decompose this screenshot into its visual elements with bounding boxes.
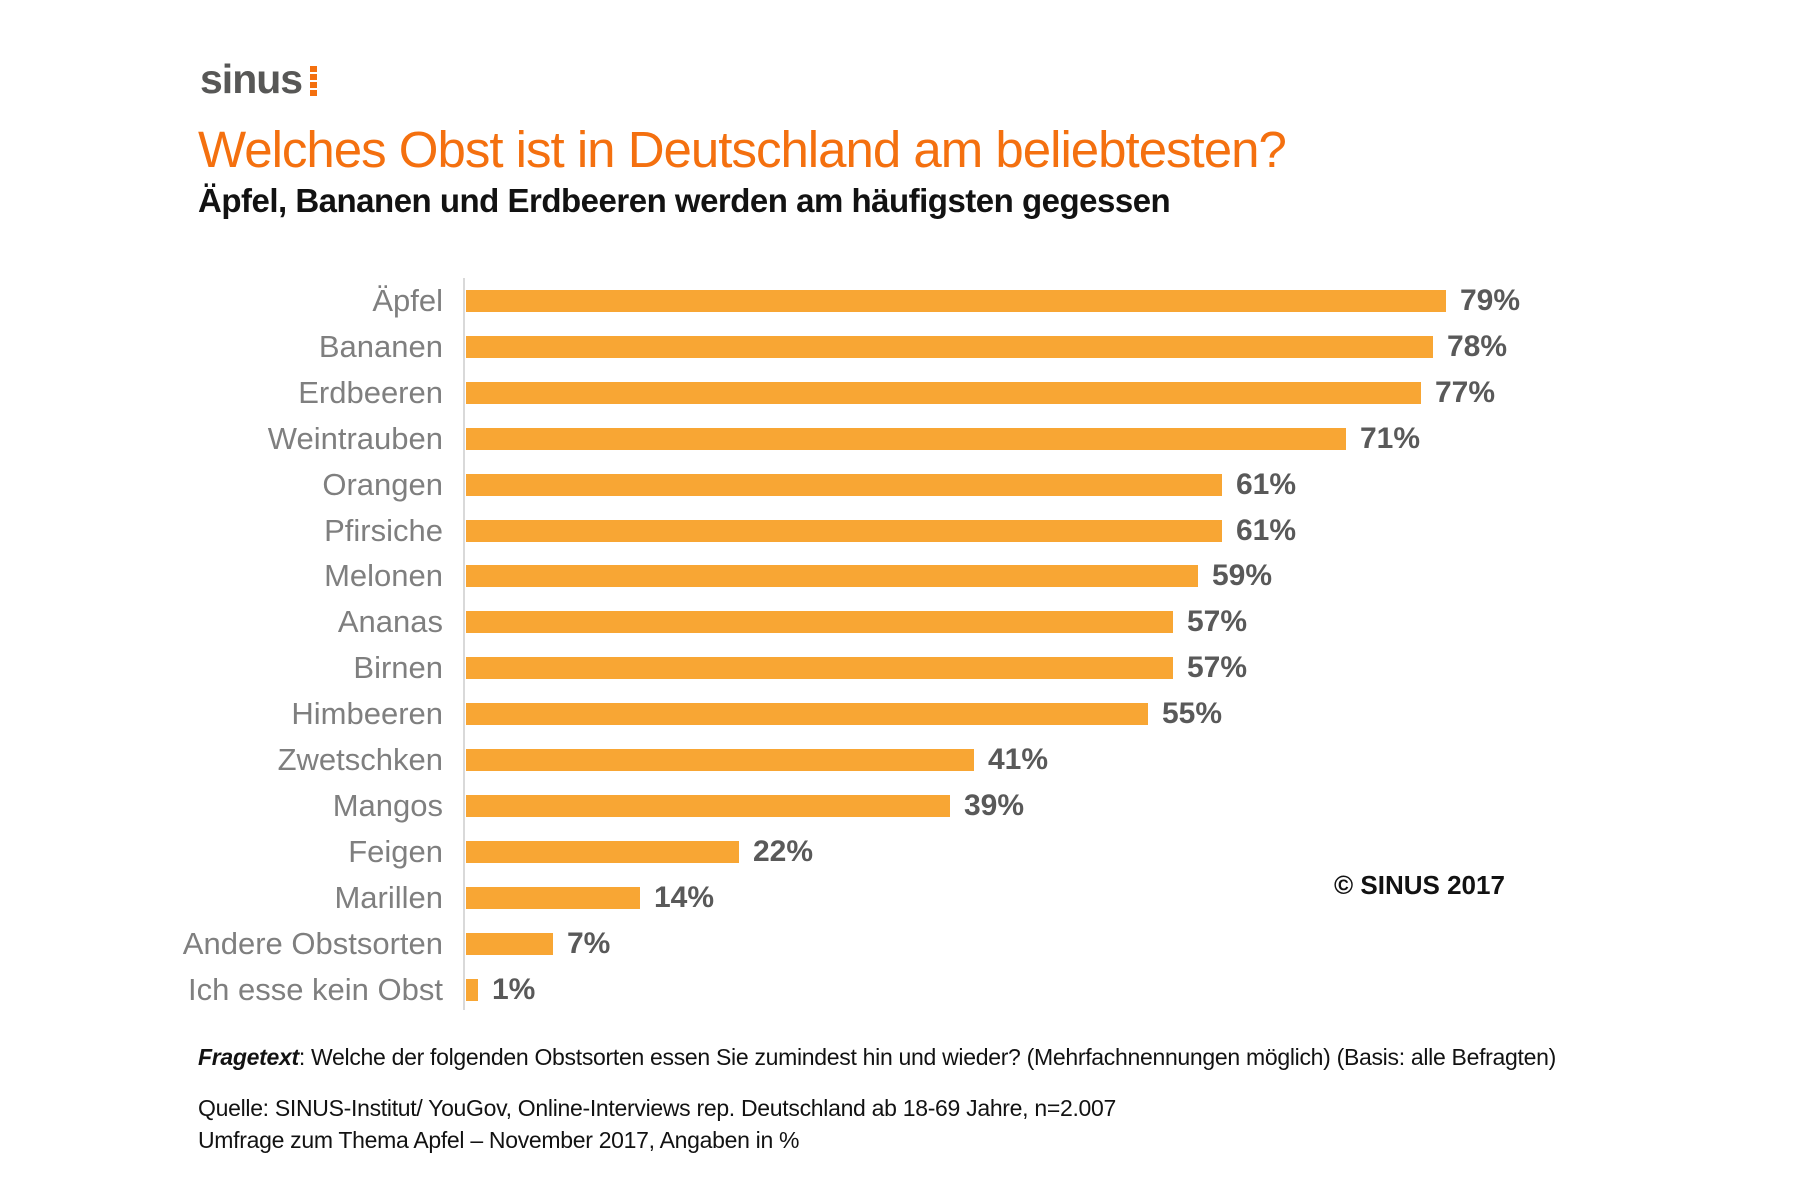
chart-row: Feigen 22%: [0, 829, 1800, 875]
category-label: Weintrauben: [267, 421, 443, 456]
bar: [466, 565, 1198, 587]
source-line-1: Quelle: SINUS-Institut/ YouGov, Online-I…: [198, 1095, 1117, 1121]
chart-row: Marillen 14%: [0, 875, 1800, 921]
category-label: Ich esse kein Obst: [187, 972, 443, 1007]
chart-row: Zwetschken 41%: [0, 737, 1800, 783]
chart-row: Äpfel 79%: [0, 278, 1800, 324]
value-label: 39%: [964, 789, 1025, 822]
category-label: Orangen: [322, 467, 443, 502]
bar: [466, 887, 640, 909]
chart-row: Mangos 39%: [0, 783, 1800, 829]
value-label: 71%: [1360, 422, 1421, 455]
value-label: 59%: [1212, 559, 1273, 592]
category-label: Birnen: [353, 650, 443, 685]
value-label: 41%: [988, 743, 1049, 776]
bar: [466, 795, 950, 817]
chart-row: Ich esse kein Obst 1%: [0, 967, 1800, 1013]
bar: [466, 336, 1433, 358]
value-label: 1%: [492, 973, 536, 1006]
category-label: Äpfel: [372, 283, 443, 318]
sinus-logo: sinus: [200, 56, 318, 102]
chart-row: Weintrauben 71%: [0, 416, 1800, 462]
value-label: 61%: [1236, 514, 1297, 547]
chart-row: Melonen 59%: [0, 553, 1800, 599]
value-label: 57%: [1187, 651, 1248, 684]
category-label: Erdbeeren: [298, 375, 443, 410]
source-note: Quelle: SINUS-Institut/ YouGov, Online-I…: [198, 1092, 1116, 1156]
chart-row: Himbeeren 55%: [0, 691, 1800, 737]
value-label: 14%: [654, 881, 715, 914]
value-label: 7%: [567, 927, 611, 960]
category-label: Bananen: [318, 329, 443, 364]
value-label: 61%: [1236, 468, 1297, 501]
source-line-2: Umfrage zum Thema Apfel – November 2017,…: [198, 1127, 800, 1153]
value-label: 57%: [1187, 605, 1248, 638]
chart-row: Orangen 61%: [0, 462, 1800, 508]
chart-row: Ananas 57%: [0, 599, 1800, 645]
value-label: 22%: [753, 835, 814, 868]
question-footnote-text: : Welche der folgenden Obstsorten essen …: [298, 1044, 1556, 1070]
copyright-note: © SINUS 2017: [1334, 870, 1505, 900]
category-label: Andere Obstsorten: [182, 926, 443, 961]
value-label: 78%: [1447, 330, 1508, 363]
bar: [466, 611, 1173, 633]
category-label: Marillen: [334, 880, 443, 915]
bar: [466, 749, 974, 771]
bar: [466, 428, 1346, 450]
category-label: Ananas: [337, 604, 443, 639]
chart-row: Pfirsiche 61%: [0, 508, 1800, 554]
chart-row: Birnen 57%: [0, 645, 1800, 691]
sinus-logo-text: sinus: [200, 56, 303, 102]
sinus-logo-colon-icon: [310, 65, 318, 96]
bar: [466, 703, 1148, 725]
y-axis-line: [463, 278, 465, 1010]
page-title: Welches Obst ist in Deutschland am belie…: [198, 121, 1287, 178]
chart-row: Andere Obstsorten 7%: [0, 921, 1800, 967]
bar: [466, 290, 1446, 312]
bar: [466, 382, 1421, 404]
page-subtitle: Äpfel, Bananen und Erdbeeren werden am h…: [198, 182, 1171, 219]
category-label: Feigen: [348, 834, 443, 869]
bar: [466, 474, 1222, 496]
chart-row: Bananen 78%: [0, 324, 1800, 370]
category-label: Himbeeren: [291, 696, 443, 731]
question-footnote: Fragetext: Welche der folgenden Obstsort…: [198, 1044, 1556, 1071]
question-footnote-label: Fragetext: [198, 1044, 299, 1070]
chart-row: Erdbeeren 77%: [0, 370, 1800, 416]
category-label: Mangos: [332, 788, 443, 823]
bar: [466, 933, 553, 955]
category-label: Zwetschken: [277, 742, 443, 777]
bar: [466, 657, 1173, 679]
bar: [466, 520, 1222, 542]
bar: [466, 979, 478, 1001]
category-label: Pfirsiche: [324, 513, 443, 548]
value-label: 79%: [1460, 284, 1521, 317]
bar: [466, 841, 739, 863]
value-label: 77%: [1435, 376, 1496, 409]
category-label: Melonen: [324, 558, 443, 593]
value-label: 55%: [1162, 697, 1223, 730]
